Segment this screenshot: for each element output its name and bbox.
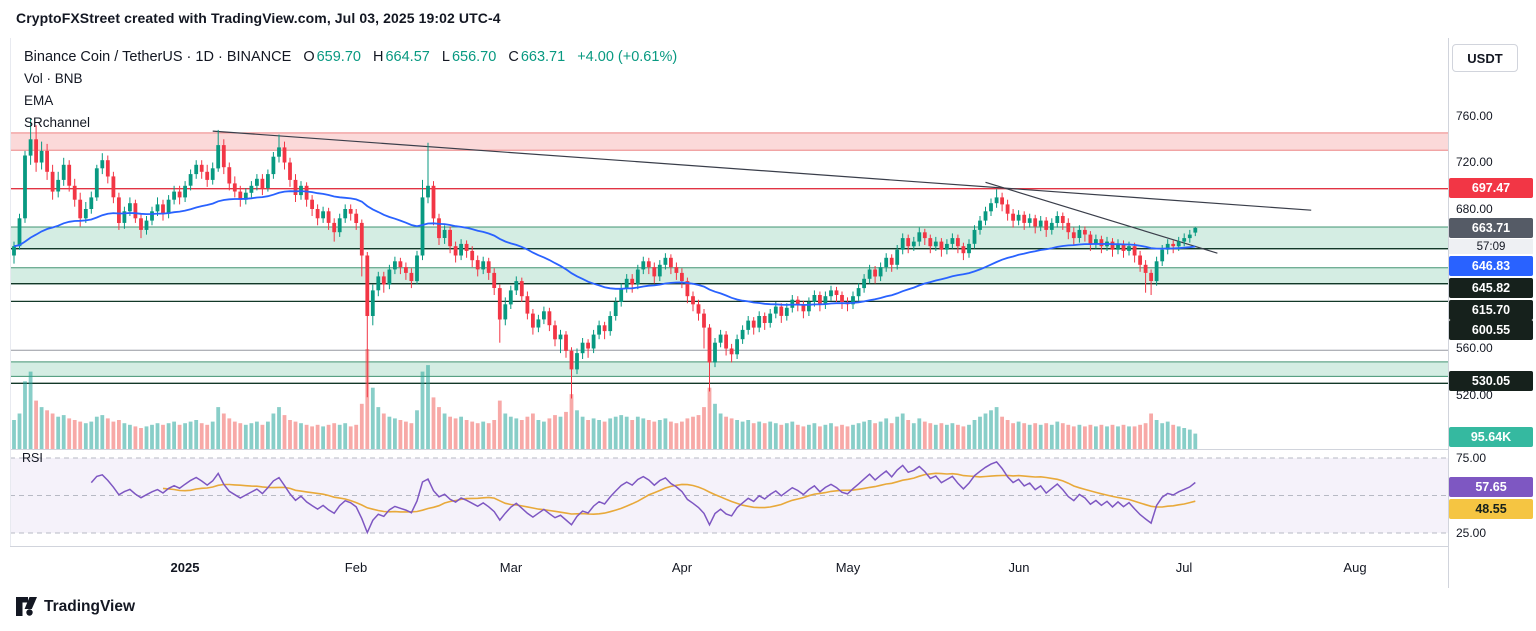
indicator-volume[interactable]: Vol · BNB — [24, 71, 83, 86]
ohlc-close-label: C — [508, 49, 519, 65]
price-axis-label: 75.00 — [1456, 451, 1487, 465]
time-axis-label[interactable]: Apr — [671, 560, 693, 575]
price-axis-label: 680.00 — [1456, 202, 1493, 216]
ohlc-high-value: 664.57 — [385, 49, 430, 65]
ohlc-open-value: 659.70 — [316, 49, 361, 65]
currency-toggle-usdt[interactable]: USDT — [1452, 44, 1518, 72]
ohlc-low-value: 656.70 — [451, 49, 497, 65]
time-axis-label[interactable]: May — [835, 560, 861, 575]
price-axis-badge: 95.64K — [1449, 427, 1533, 447]
tradingview-logo[interactable]: TradingView — [16, 597, 135, 616]
price-axis-badge: 57.65 — [1449, 477, 1533, 497]
tradingview-logo-text: TradingView — [44, 597, 136, 615]
price-axis-label: 720.00 — [1456, 155, 1493, 169]
price-axis-badge: 48.55 — [1449, 499, 1533, 519]
indicator-rsi[interactable]: RSI — [22, 451, 43, 465]
ohlc-close-value: 663.71 — [520, 49, 566, 65]
time-axis-label[interactable]: Jul — [1175, 560, 1193, 575]
tradingview-logo-icon — [16, 597, 37, 616]
price-axis-badge: 600.55 — [1449, 320, 1533, 340]
price-axis-badge: 645.82 — [1449, 278, 1533, 298]
indicator-ema[interactable]: EMA — [24, 93, 54, 108]
price-axis-badge: 615.70 — [1449, 300, 1533, 320]
time-axis-label[interactable]: Mar — [499, 560, 523, 575]
price-axis-label: 760.00 — [1456, 109, 1493, 123]
price-change-value: +4.00 (+0.61%) — [577, 49, 678, 65]
ohlc-low-label: L — [441, 49, 450, 65]
time-axis-label[interactable]: 2025 — [170, 560, 200, 575]
price-axis-label: 520.00 — [1456, 388, 1493, 402]
time-axis-label[interactable]: Jun — [1008, 560, 1030, 575]
price-axis-badge: 663.71 — [1449, 218, 1533, 238]
time-axis-label[interactable]: Aug — [1343, 560, 1367, 575]
symbol-title: Binance Coin / TetherUS · 1D · BINANCE — [24, 49, 292, 65]
ohlc-open-label: O — [303, 49, 315, 65]
chart-legend: Binance Coin / TetherUS · 1D · BINANCE O… — [24, 46, 677, 134]
symbol-summary-row[interactable]: Binance Coin / TetherUS · 1D · BINANCE O… — [24, 46, 677, 68]
time-scale[interactable] — [10, 548, 1448, 588]
price-axis-badge: 646.83 — [1449, 256, 1533, 276]
price-axis-label: 560.00 — [1456, 341, 1493, 355]
ohlc-high-label: H — [372, 49, 384, 65]
bar-countdown: 57:09 — [1449, 239, 1533, 254]
attribution-text: CryptoFXStreet created with TradingView.… — [16, 10, 501, 26]
price-axis-label: 25.00 — [1456, 526, 1487, 540]
indicator-srchannel[interactable]: SRchannel — [24, 115, 91, 130]
price-axis-badge: 530.05 — [1449, 371, 1533, 391]
time-axis-label[interactable]: Feb — [344, 560, 368, 575]
price-axis-badge: 697.47 — [1449, 178, 1533, 198]
